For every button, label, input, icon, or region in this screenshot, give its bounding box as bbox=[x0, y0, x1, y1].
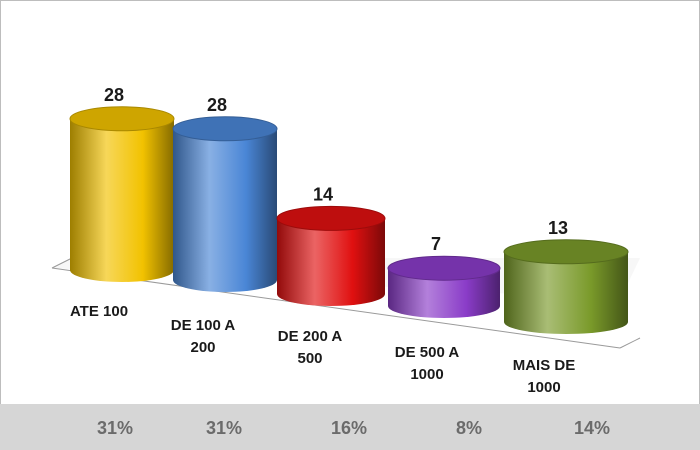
bar-top-1 bbox=[172, 116, 278, 142]
bar-1 bbox=[173, 128, 277, 292]
percentage-de-500-a-1000: 8% bbox=[455, 418, 483, 438]
data-label-3: 7 bbox=[431, 234, 441, 254]
category-label-3: DE 500 A 1000 bbox=[395, 344, 460, 383]
bar-top-4 bbox=[503, 239, 629, 265]
bar-0 bbox=[70, 118, 174, 282]
category-label-4: MAIS DE 1000 bbox=[513, 357, 576, 396]
category-labels: ATE 100 DE 100 A 200 DE 200 A 500 DE 500 A 100… bbox=[70, 303, 575, 396]
data-label-4: 13 bbox=[548, 218, 568, 238]
category-label-2: DE 200 A 500 bbox=[278, 328, 343, 367]
bar-3 bbox=[388, 268, 500, 318]
category-label-1: DE 100 A 200 bbox=[171, 317, 236, 356]
bar-top-3 bbox=[387, 255, 501, 281]
percentage-de-200-a-500: 16% bbox=[330, 418, 368, 438]
bars bbox=[69, 106, 629, 334]
data-labels: 28 28 14 7 13 bbox=[104, 85, 568, 254]
cylinder-bar-chart: 28 28 14 7 13 ATE 100 DE 100 A 200 DE 200 A 500 D… bbox=[51, 85, 641, 396]
category-label-0: ATE 100 bbox=[70, 303, 128, 320]
bar-top-2 bbox=[276, 205, 386, 231]
percentage-band: 31% 31% 16% 8% 14% bbox=[0, 404, 700, 450]
data-label-1: 28 bbox=[207, 95, 227, 115]
bar-4 bbox=[504, 251, 628, 334]
percentage-de-100-a-200: 31% bbox=[205, 418, 243, 438]
data-label-0: 28 bbox=[104, 85, 124, 105]
percentage-mais-de-1000: 14% bbox=[573, 418, 611, 438]
bar-top-0 bbox=[69, 106, 175, 132]
percentage-ate-100: 31% bbox=[96, 418, 134, 438]
bar-2 bbox=[277, 218, 385, 306]
data-label-2: 14 bbox=[313, 184, 333, 204]
